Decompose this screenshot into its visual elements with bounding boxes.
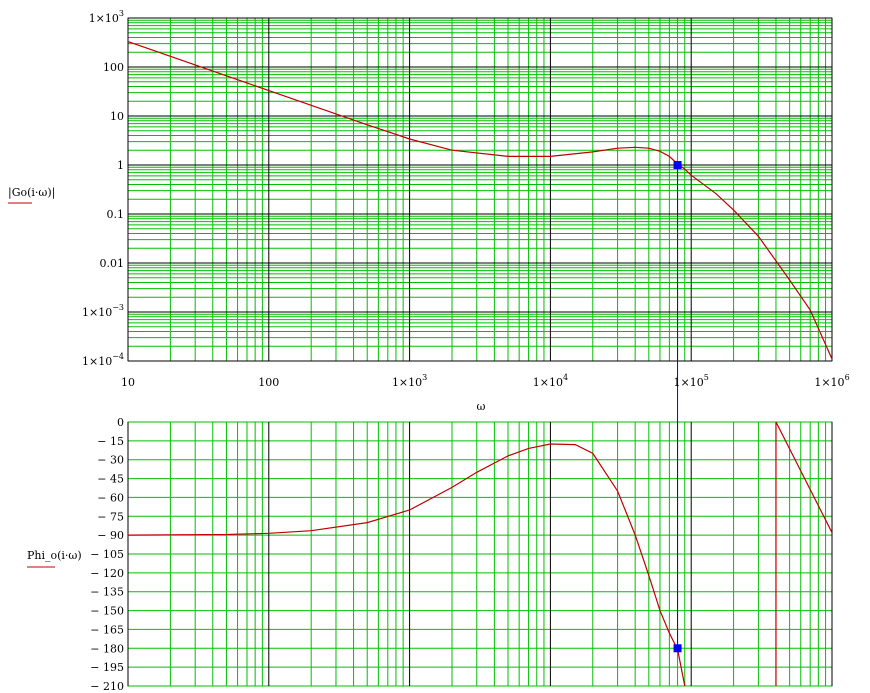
phase-curve-group	[128, 422, 832, 686]
phase-cursor-marker[interactable]	[673, 644, 682, 653]
magnitude-y-tick-label: 1×10−4	[82, 352, 124, 368]
phase-y-tick-label: − 180	[90, 642, 124, 655]
phase-y-tick-label: 0	[117, 416, 124, 429]
phase-y-tick-label: − 120	[90, 567, 124, 580]
magnitude-y-tick-label: 1	[117, 159, 124, 172]
phase-y-tick-label: − 75	[97, 510, 124, 523]
magnitude-series-line	[127, 41, 833, 360]
phase-y-tick-label: − 135	[90, 586, 124, 599]
phase-y-tick-label: − 90	[97, 529, 124, 542]
magnitude-y-tick-label: 0.1	[107, 208, 125, 221]
phase-y-tick-label: − 105	[90, 548, 124, 561]
magnitude-y-tick-label: 10	[110, 110, 124, 123]
magnitude-x-tick-label: 1×105	[674, 373, 709, 389]
phase-y-tick-label: − 210	[90, 680, 124, 693]
phase-grid	[127, 421, 833, 687]
cursor-markers	[673, 161, 682, 653]
magnitude-y-axis-label: |Go(i·ω)|	[8, 186, 55, 200]
magnitude-x-tick-label: 1×104	[533, 373, 568, 389]
magnitude-grid	[127, 17, 833, 362]
magnitude-y-tick-label: 1×103	[89, 9, 124, 25]
magnitude-y-tick-label: 0.01	[100, 257, 125, 270]
magnitude-x-tick-labels: 10 100 1×103 1×104 1×105 1×106	[121, 373, 850, 389]
magnitude-x-tick-label: 1×103	[392, 373, 427, 389]
phase-y-tick-label: − 30	[97, 454, 124, 467]
phase-y-tick-label: − 150	[90, 605, 124, 618]
magnitude-x-tick-label: 1×106	[814, 373, 849, 389]
phase-y-tick-label: − 60	[97, 491, 124, 504]
phase-series-line	[775, 422, 832, 533]
phase-y-tick-label: − 45	[97, 473, 124, 486]
magnitude-curve-group	[127, 41, 833, 360]
phase-y-axis-label: Phi_o(i·ω)	[27, 549, 82, 562]
magnitude-y-tick-label: 1×10−3	[82, 303, 124, 319]
magnitude-x-tick-label: 100	[258, 376, 279, 389]
phase-y-tick-label: − 165	[90, 623, 124, 636]
phase-y-tick-label: − 15	[97, 435, 124, 448]
magnitude-y-tick-labels: 1×103 100 10 1 0.1 0.01 1×10−3 1×10−4	[82, 9, 124, 368]
magnitude-plot-area	[127, 17, 833, 362]
magnitude-y-tick-label: 100	[103, 61, 124, 74]
phase-y-tick-label: − 195	[90, 661, 124, 674]
magnitude-cursor-marker[interactable]	[673, 161, 682, 169]
phase-series-line	[128, 443, 686, 686]
magnitude-x-axis-label: ω	[477, 400, 486, 413]
phase-y-tick-labels: 0 − 15 − 30 − 45 − 60 − 75 − 90 − 105 − 120 − 135…	[90, 416, 124, 693]
magnitude-x-tick-label: 10	[121, 376, 135, 389]
